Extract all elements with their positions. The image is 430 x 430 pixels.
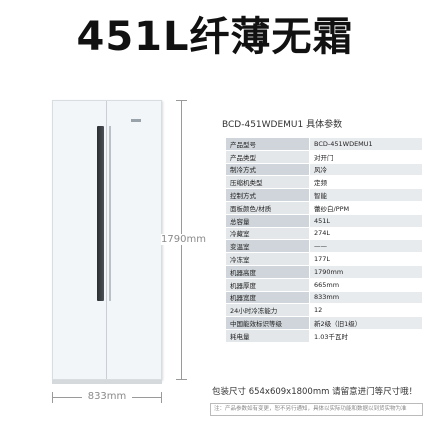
spec-key: 中国能效标识等级	[225, 316, 310, 330]
spec-table: 产品型号 BCD-451WDEMU1 产品类型 对开门 制冷方式 风冷 压缩机类型 定频 控制方…	[225, 137, 423, 343]
spec-key: 机器高度	[225, 264, 310, 279]
spec-row: 机器厚度 665mm	[225, 277, 423, 292]
spec-row: 总容量 451L	[225, 213, 423, 228]
spec-key: 机器厚度	[225, 277, 310, 292]
spec-value: 274L	[309, 226, 423, 241]
spec-value: BCD-451WDEMU1	[309, 137, 423, 151]
spec-key: 压缩机类型	[225, 175, 310, 190]
spec-key: 机器宽度	[225, 290, 310, 305]
spec-row: 冷藏室 274L	[225, 226, 423, 241]
spec-row: 耗电量 1.03千瓦时	[225, 328, 423, 343]
spec-key: 变温室	[225, 239, 310, 254]
spec-row: 24小时冷冻能力 12	[225, 303, 423, 318]
fridge-right-door	[107, 101, 163, 379]
spec-row: 变温室 ——	[225, 239, 423, 254]
spec-value: 665mm	[309, 277, 423, 292]
height-dimension-label: 1790mm	[161, 234, 206, 245]
spec-key: 24小时冷冻能力	[225, 303, 310, 318]
spec-key: 控制方式	[225, 188, 310, 202]
spec-value: 833mm	[309, 290, 423, 305]
spec-key: 耗电量	[225, 328, 310, 343]
spec-value: 对开门	[309, 149, 423, 164]
spec-value: 12	[309, 303, 423, 318]
spec-value: 蕾纱白/PPM	[309, 200, 423, 215]
spec-row: 制冷方式 风冷	[225, 162, 423, 177]
spec-value: 177L	[309, 252, 423, 266]
spec-value: 风冷	[309, 162, 423, 177]
width-dimension-label: 833mm	[82, 391, 132, 402]
spec-key: 产品类型	[225, 149, 310, 164]
spec-key: 冷藏室	[225, 226, 310, 241]
spec-title: BCD-451WDEMU1 具体参数	[222, 120, 343, 130]
fridge-handle	[109, 126, 111, 301]
spec-key: 产品型号	[225, 137, 310, 151]
spec-row: 压缩机类型 定频	[225, 175, 423, 190]
fridge-left-door	[53, 101, 107, 379]
spec-key: 面板颜色/材质	[225, 200, 310, 215]
disclaimer-note: 注：产品参数如有变更，恕不另行通知，具体以实际功能和数据以到货实物为准	[210, 403, 423, 416]
spec-value: ——	[309, 239, 423, 254]
width-dimension-cap-left	[52, 392, 53, 403]
spec-row: 面板颜色/材质 蕾纱白/PPM	[225, 200, 423, 215]
spec-value: 定频	[309, 175, 423, 190]
spec-row: 产品型号 BCD-451WDEMU1	[225, 137, 423, 151]
spec-row: 机器高度 1790mm	[225, 264, 423, 279]
fridge-logo	[131, 119, 141, 122]
spec-row: 机器宽度 833mm	[225, 290, 423, 305]
spec-key: 总容量	[225, 213, 310, 228]
fridge-display-panel	[97, 126, 104, 301]
spec-row: 控制方式 智能	[225, 188, 423, 202]
spec-row: 产品类型 对开门	[225, 149, 423, 164]
spec-key: 制冷方式	[225, 162, 310, 177]
spec-row: 中国能效标识等级 新2级（旧1级）	[225, 316, 423, 330]
package-size: 包装尺寸 654x609x1800mm 请留意进门等尺寸哦！	[212, 387, 418, 397]
headline: 451L纤薄无霜	[76, 14, 354, 60]
height-dimension-cap-top	[176, 100, 187, 101]
spec-value: 新2级（旧1级）	[309, 316, 423, 330]
spec-key: 冷冻室	[225, 252, 310, 266]
spec-value: 1.03千瓦时	[309, 328, 423, 343]
fridge-base	[52, 380, 162, 384]
fridge-image	[52, 100, 162, 380]
width-dimension-cap-right	[161, 392, 162, 403]
spec-value: 1790mm	[309, 264, 423, 279]
spec-value: 智能	[309, 188, 423, 202]
height-dimension-cap-bottom	[176, 379, 187, 380]
spec-value: 451L	[309, 213, 423, 228]
spec-row: 冷冻室 177L	[225, 252, 423, 266]
